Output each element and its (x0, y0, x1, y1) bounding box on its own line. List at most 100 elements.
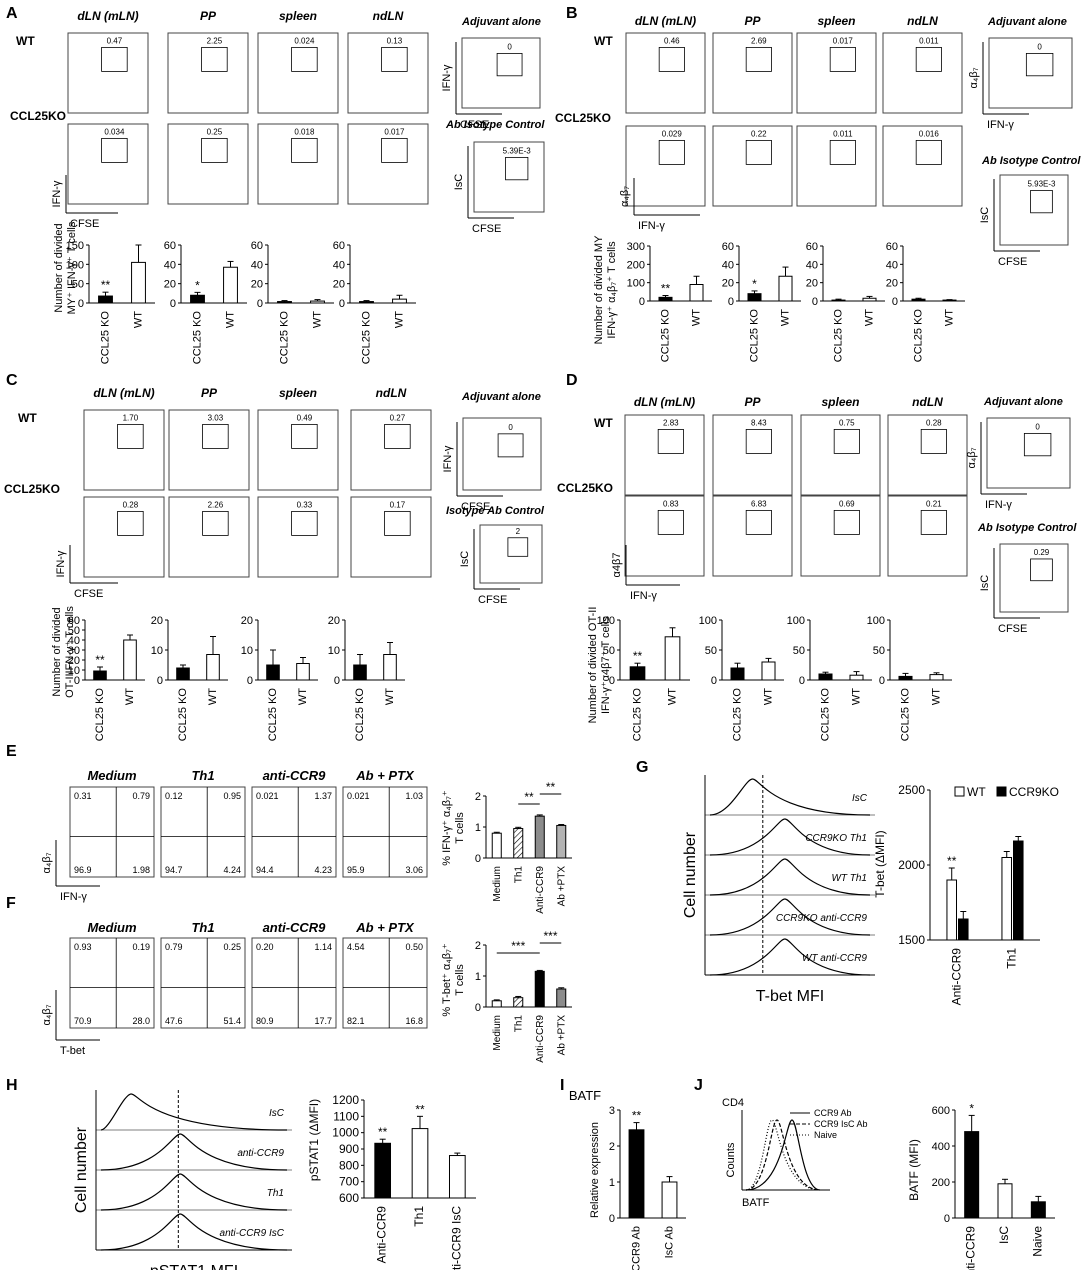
gate-box (915, 47, 942, 72)
quadrant-value: 51.4 (223, 1016, 241, 1026)
bar-y-label: % IFN-γ⁺ α₄β₇⁺ (441, 790, 453, 866)
y-tick-label: 200 (932, 1177, 950, 1189)
gate-box (101, 47, 128, 72)
category-label: Ab +PTX (556, 866, 567, 907)
y-tick-label: 0 (247, 675, 253, 687)
panel-letter: C (6, 372, 18, 389)
bar (1013, 840, 1024, 941)
category-label: anti-CCR9 IsC (449, 1206, 463, 1270)
gate-box (381, 137, 408, 163)
category-label: WT (691, 309, 703, 326)
bar-y-label: IFN-γ⁺ α₄β₇⁺ T cells (606, 241, 618, 339)
column-header: Ab + PTX (355, 920, 415, 935)
y-tick-label: 1 (475, 971, 481, 983)
category-label: CCL25 KO (820, 688, 832, 742)
quadrant-value: 3.06 (405, 865, 423, 875)
side-dot-plot (462, 417, 542, 491)
gate-value: 0 (1035, 422, 1040, 431)
gate-value: 5.39E-3 (503, 146, 532, 155)
category-label: CCL25 KO (833, 309, 845, 363)
x-axis-label: CFSE (70, 218, 99, 230)
quadrant-value: 0.12 (165, 791, 183, 801)
quadrant-value: 0.93 (74, 942, 92, 952)
histogram-label: anti-CCR9 (237, 1148, 284, 1159)
y-tick-label: 20 (886, 278, 898, 290)
dot-plot (347, 32, 429, 114)
x-axis-label: IFN-γ (638, 220, 665, 232)
panel-letter: F (6, 895, 16, 912)
x-axis-label: BATF (742, 1197, 770, 1209)
column-header: spleen (279, 386, 317, 400)
y-tick-label: 0 (170, 298, 176, 310)
y-tick-label: 60 (333, 240, 345, 252)
histogram-label: WT Th1 (831, 873, 867, 884)
quadrant-value: 4.23 (314, 865, 332, 875)
y-tick-label: 300 (627, 241, 645, 253)
y-tick-label: 40 (722, 259, 734, 271)
dot-plot (624, 495, 705, 577)
bracket-label: *** (543, 929, 557, 943)
gate-box (915, 139, 942, 165)
y-tick-label: 60 (806, 241, 818, 253)
bracket-label: ** (524, 790, 534, 804)
quadrant-value: 82.1 (347, 1016, 365, 1026)
category-label: WT (207, 688, 219, 705)
y-tick-label: 600 (932, 1105, 950, 1117)
side-dot-plot (988, 37, 1073, 109)
dot-plot (83, 496, 165, 578)
x-axis-label: CFSE (998, 256, 1027, 268)
category-label: CCL25 KO (177, 688, 189, 742)
panel-letter: A (6, 5, 18, 22)
gate-value: 0.024 (294, 36, 315, 45)
dot-plot (712, 495, 793, 577)
y-tick-label: 60 (68, 615, 80, 627)
quadrant-plot (160, 937, 246, 1029)
category-label: WT (384, 688, 396, 705)
y-tick-label: 0 (74, 675, 80, 687)
y-tick-label: 50 (873, 645, 885, 657)
x-axis-label: IFN-γ (630, 590, 657, 602)
gate-value: 2.69 (751, 36, 767, 45)
significance-marker: ** (632, 1109, 642, 1123)
dot-plot (257, 496, 339, 578)
y-tick-label: 1 (475, 822, 481, 834)
side-dot-plot (461, 37, 541, 109)
column-header: Medium (87, 768, 137, 783)
y-tick-label: 2 (609, 1141, 615, 1153)
x-axis-label: CFSE (998, 623, 1027, 635)
y-tick-label: 2 (475, 940, 481, 952)
quadrant-value: 0.95 (223, 791, 241, 801)
y-tick-label: 60 (251, 240, 263, 252)
y-tick-label: 1200 (332, 1093, 359, 1107)
bar (392, 298, 407, 304)
category-label: CCL25 KO (192, 311, 204, 365)
dot-plot (257, 123, 339, 205)
bar (374, 1142, 392, 1199)
row-label: CCL25KO (557, 481, 613, 495)
y-tick-label: 0 (639, 296, 645, 308)
y-tick-label: 100 (66, 259, 84, 271)
quadrant-value: 0.021 (256, 791, 279, 801)
y-tick-label: 0 (812, 296, 818, 308)
gate-box (833, 428, 860, 454)
y-tick-label: 50 (68, 625, 80, 637)
dot-plot (887, 414, 968, 496)
x-axis-label: CFSE (74, 588, 103, 600)
side-dot-plot (999, 174, 1069, 246)
y-tick-label: 10 (68, 665, 80, 677)
category-label: WT (763, 688, 775, 705)
gate-value: 0.13 (387, 36, 403, 45)
bracket-label: ** (546, 780, 556, 794)
column-header: anti-CCR9 (263, 920, 327, 935)
bar (689, 284, 704, 302)
histogram-trace (709, 898, 871, 936)
bar (556, 824, 567, 859)
quadrant-value: 0.79 (165, 942, 183, 952)
gate-value: 2.26 (208, 500, 224, 509)
gate-box (1023, 432, 1052, 457)
bar-y-label: Number of divided MY (593, 235, 605, 344)
bar (997, 1183, 1013, 1219)
significance-marker: ** (661, 282, 671, 296)
histogram-title: CD4 (722, 1097, 744, 1109)
y-tick-label: 0 (609, 675, 615, 687)
